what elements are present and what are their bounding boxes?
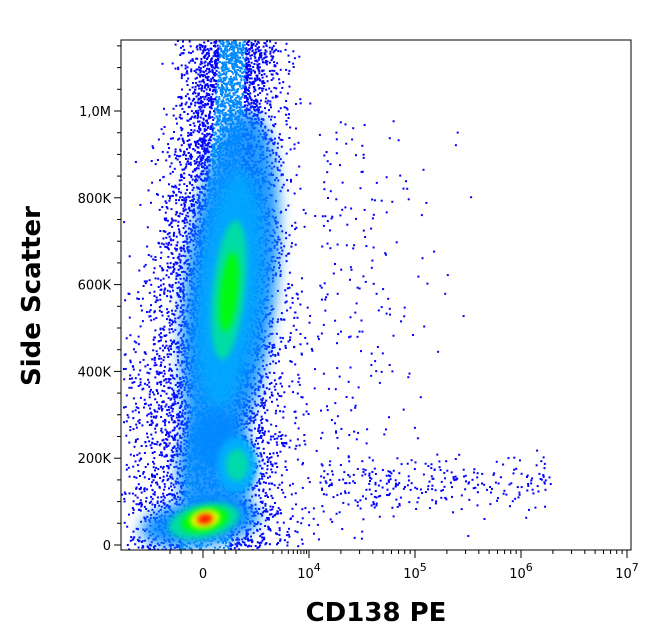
x-tick-label-3: 106 bbox=[509, 561, 533, 582]
y-tick-label-1: 200K bbox=[78, 452, 112, 467]
y-tick-label-3: 600K bbox=[78, 279, 112, 294]
population-layer-3 bbox=[219, 252, 239, 332]
x-axis-title: CD138 PE bbox=[306, 598, 447, 628]
plot-frame bbox=[120, 39, 632, 551]
y-tick-label-5: 1,0M bbox=[79, 105, 111, 120]
y-axis: 0 200K 400K 600K 800K 1,0M bbox=[78, 45, 121, 554]
x-tick-label-2: 105 bbox=[403, 561, 427, 582]
population-layer-11 bbox=[197, 513, 213, 525]
y-axis-title: Side Scatter bbox=[17, 206, 47, 386]
y-tick-label-2: 400K bbox=[78, 365, 112, 380]
y-tick-label-4: 800K bbox=[78, 192, 112, 207]
density-populations bbox=[140, 110, 280, 549]
x-tick-label-0: 0 bbox=[199, 567, 207, 582]
y-tick-label-0: 0 bbox=[103, 539, 111, 554]
x-axis: 0 104 105 106 107 bbox=[169, 550, 639, 582]
population-layer-6 bbox=[226, 449, 248, 481]
x-tick-label-1: 104 bbox=[297, 561, 321, 582]
x-tick-label-4: 107 bbox=[615, 561, 639, 582]
